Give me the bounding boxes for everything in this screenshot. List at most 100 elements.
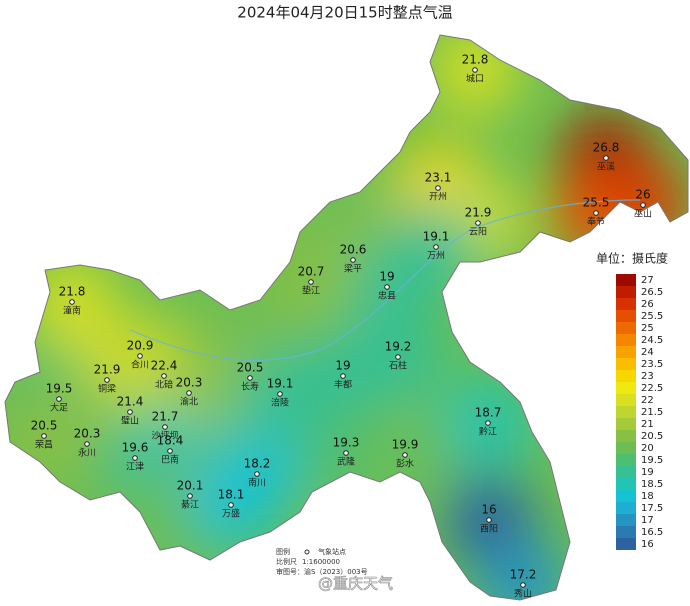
legend-swatch xyxy=(616,430,636,442)
station-marker xyxy=(308,279,314,285)
station-name: 北碚 xyxy=(155,379,173,391)
station-value: 18.1 xyxy=(218,488,245,502)
station-value: 21.4 xyxy=(117,395,144,409)
station-name: 巴南 xyxy=(161,454,179,466)
station-name: 城口 xyxy=(466,74,484,85)
legend-label: 24 xyxy=(641,347,654,358)
station-name: 酉阳 xyxy=(480,524,498,535)
legend-label: 17 xyxy=(641,515,654,526)
station-name: 合川 xyxy=(131,359,149,371)
station-name: 武隆 xyxy=(337,456,355,468)
legend-swatch xyxy=(616,298,636,310)
station-marker xyxy=(485,420,491,426)
station-name: 涪陵 xyxy=(271,397,289,409)
legend-label: 26.5 xyxy=(641,287,663,298)
legend-swatch xyxy=(616,346,636,358)
station-value: 21.7 xyxy=(152,410,179,424)
station-marker xyxy=(603,155,609,161)
legend-label: 20.5 xyxy=(641,431,663,442)
station-name: 秀山 xyxy=(514,588,532,600)
legend-label: 27 xyxy=(641,275,654,286)
station-value: 19.5 xyxy=(46,382,73,396)
legend-label: 20 xyxy=(641,443,654,454)
station-name: 彭水 xyxy=(396,458,414,470)
legend-swatch xyxy=(616,538,636,550)
station-name: 大足 xyxy=(50,402,68,414)
station-name: 巫山 xyxy=(634,209,652,220)
station-marker xyxy=(475,220,481,226)
legend-label: 18.5 xyxy=(641,479,663,490)
station-value: 19.9 xyxy=(392,438,419,452)
legend-label: 25.5 xyxy=(641,311,663,322)
station-value: 21.8 xyxy=(59,285,86,299)
station-marker xyxy=(395,354,401,360)
station-marker xyxy=(127,409,133,415)
legend: 2726.52625.52524.52423.52322.52221.52120… xyxy=(616,274,663,550)
station-value: 19.1 xyxy=(267,377,294,391)
station-marker xyxy=(187,493,193,499)
river xyxy=(129,199,641,361)
station-marker xyxy=(41,433,47,439)
station-marker xyxy=(69,299,75,305)
station-value: 25.5 xyxy=(583,196,610,210)
station-value: 26 xyxy=(635,188,650,202)
station-value: 20.1 xyxy=(177,479,204,493)
legend-swatch xyxy=(616,442,636,454)
station-marker xyxy=(228,502,234,508)
station-value: 19.3 xyxy=(333,436,360,450)
title: 2024年04月20日15时整点气温 xyxy=(237,4,452,22)
station-marker xyxy=(486,517,492,523)
legend-swatch xyxy=(616,502,636,514)
legend-label: 23.5 xyxy=(641,359,663,370)
station-name: 丰都 xyxy=(334,379,352,391)
station-marker xyxy=(104,377,110,383)
station-name: 铜梁 xyxy=(98,383,116,395)
station-name: 沙坪坝 xyxy=(151,431,178,442)
legend-swatch xyxy=(616,466,636,478)
legend-label: 16 xyxy=(641,539,654,550)
station-marker xyxy=(520,582,526,588)
station-value: 19.1 xyxy=(423,230,450,244)
station-name: 潼南 xyxy=(63,305,81,317)
station-marker xyxy=(186,390,192,396)
legend-swatch xyxy=(616,358,636,370)
station-name: 渝北 xyxy=(180,396,198,408)
station-marker xyxy=(640,202,646,208)
station-name: 长寿 xyxy=(241,381,259,393)
station-value: 20.5 xyxy=(237,361,264,375)
station-marker xyxy=(402,452,408,458)
station-name: 江津 xyxy=(126,462,144,473)
station-name: 奉节 xyxy=(587,216,605,228)
station-value: 17.2 xyxy=(510,568,537,582)
station-name: 梁平 xyxy=(344,263,362,275)
station-value: 21.9 xyxy=(94,363,121,377)
station-name: 石柱 xyxy=(389,360,407,372)
station-marker xyxy=(84,441,90,447)
station-name: 开州 xyxy=(429,192,447,203)
legend-swatch xyxy=(616,370,636,382)
legend-swatch xyxy=(616,418,636,430)
legend-swatch xyxy=(616,490,636,502)
legend-label: 21 xyxy=(641,419,654,430)
legend-label: 26 xyxy=(641,299,654,310)
station-value: 21.9 xyxy=(465,206,492,220)
legend-swatch xyxy=(616,406,636,418)
legend-swatch xyxy=(616,514,636,526)
station-marker xyxy=(593,210,599,216)
legend-label: 21.5 xyxy=(641,407,663,418)
legend-swatch xyxy=(616,526,636,538)
station-name: 永川 xyxy=(78,447,96,459)
legend-label: 19 xyxy=(641,467,654,478)
station-name: 万盛 xyxy=(222,508,240,520)
station-marker xyxy=(433,244,439,250)
boundary xyxy=(4,34,689,601)
station-value: 20.3 xyxy=(74,427,101,441)
station-value: 19 xyxy=(335,359,350,373)
station-marker xyxy=(247,375,253,381)
station-marker xyxy=(161,373,167,379)
station-value: 19.6 xyxy=(122,441,149,455)
station-marker xyxy=(132,455,138,461)
info-station: 气象站点 xyxy=(318,547,346,556)
legend-swatch xyxy=(616,310,636,322)
